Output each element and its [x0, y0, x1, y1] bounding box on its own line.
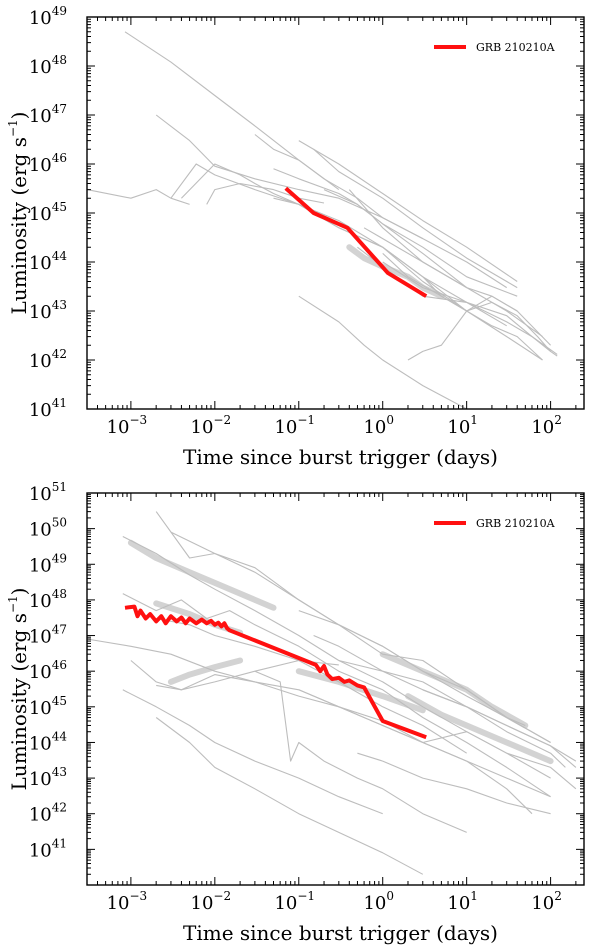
bottom-panel-y-tick-label: 1047: [29, 623, 67, 648]
bottom-panel-y-tick-label: 1042: [29, 801, 67, 826]
top-panel-background-curve-9: [273, 168, 468, 289]
top-panel-x-tick-label: 10−3: [107, 413, 148, 438]
top-panel-y-tick-label: 1044: [29, 249, 68, 274]
top-panel-background-curve-2: [155, 114, 507, 289]
top-panel-highlight-line: [284, 186, 428, 298]
bottom-panel-background-curve-8: [122, 689, 383, 815]
bottom-panel-background-curve-3: [122, 593, 551, 798]
top-panel-y-tick-label: 1041: [29, 396, 67, 421]
bottom-panel-y-axis-title: Luminosity (erg s−1): [6, 588, 31, 791]
bottom-panel-highlight-curve: [124, 604, 427, 740]
bottom-panel-tick-labels: 10−3 10−2 10−1 100 101 102 1041 1042 1043 1044 104…: [29, 480, 562, 914]
bottom-panel-background-curve-14: [298, 610, 551, 743]
bottom-panel-y-tick-label: 1045: [29, 694, 67, 719]
bottom-panel-y-tick-label: 1041: [29, 836, 67, 861]
top-panel-legend: GRB 210210A: [434, 41, 556, 54]
bottom-panel-x-tick-label: 10−1: [274, 889, 315, 914]
top-panel-background-curve-17: [357, 246, 558, 355]
bottom-panel-y-tick-label: 1043: [29, 765, 67, 790]
bottom-panel-x-tick-label: 10−3: [107, 889, 148, 914]
bottom-panel-background-curve-13: [313, 634, 566, 768]
bottom-panel-background-curve-12: [338, 659, 577, 768]
top-panel-background-curve-19: [363, 227, 551, 346]
bottom-panel-legend: GRB 210210A: [434, 517, 556, 530]
top-panel-y-tick-label: 1043: [29, 298, 67, 323]
bottom-panel-background-curve-16: [357, 752, 551, 815]
top-panel-background-curve-13: [422, 276, 558, 357]
top-panel: 10−3 10−2 10−1 100 101 102 1041 1042 1043 1044 104…: [6, 4, 585, 469]
top-panel-y-tick-label: 1042: [29, 347, 67, 372]
bottom-panel-plot-frame: [86, 492, 585, 886]
top-panel-y-tick-label: 1047: [29, 102, 67, 127]
bottom-panel-ticks: [86, 492, 584, 886]
bottom-panel-x-tick-label: 102: [531, 889, 562, 914]
top-panel-background-curve-5: [206, 182, 325, 205]
bottom-panel-y-tick-label: 1048: [29, 587, 67, 612]
top-panel-background-curve-6: [254, 134, 424, 240]
bottom-panel-dense-curve-4: [379, 651, 529, 729]
bottom-panel-y-tick-label: 1050: [29, 516, 67, 541]
top-panel-ticks: [86, 16, 584, 410]
bottom-panel-background-curve-11: [298, 689, 577, 790]
top-panel-x-tick-label: 10−1: [274, 413, 315, 438]
bottom-panel-x-tick-label: 10−2: [191, 889, 232, 914]
top-panel-y-tick-label: 1048: [29, 53, 67, 78]
bottom-panel-highlight-line: [124, 604, 427, 740]
top-panel-x-tick-label: 102: [531, 413, 562, 438]
top-panel-background-curve-10: [323, 189, 518, 297]
bottom-panel: 10−3 10−2 10−1 100 101 102 1041 1042 1043 1044 104…: [6, 480, 585, 945]
bottom-panel-y-tick-label: 1051: [29, 480, 67, 505]
top-panel-background-curve-8: [313, 148, 518, 289]
top-panel-plot-frame: [86, 16, 585, 410]
top-panel-background-curve-7: [298, 140, 518, 282]
bottom-panel-background-curve-6: [130, 659, 339, 691]
bottom-panel-legend-label: GRB 210210A: [476, 517, 556, 530]
bottom-panel-background-curve-9: [155, 717, 424, 875]
top-panel-legend-label: GRB 210210A: [476, 41, 556, 54]
top-panel-y-tick-label: 1049: [29, 4, 67, 29]
top-panel-tick-labels: 10−3 10−2 10−1 100 101 102 1041 1042 1043 1044 104…: [29, 4, 562, 438]
bottom-panel-y-tick-label: 1046: [29, 658, 67, 683]
bottom-panel-y-tick-label: 1049: [29, 551, 67, 576]
top-panel-highlight-curve: [284, 186, 428, 298]
bottom-panel-background-curve-10: [254, 670, 467, 833]
top-panel-x-tick-label: 10−2: [191, 413, 232, 438]
bottom-panel-background-curve-5: [86, 638, 533, 815]
top-panel-background-curve-14: [298, 295, 467, 410]
bottom-panel-dense-curve-5: [405, 693, 554, 765]
bottom-panel-background-curve-2: [170, 531, 526, 727]
bottom-panel-dense-curve-0: [127, 539, 277, 611]
top-panel-y-tick-label: 1046: [29, 151, 67, 176]
bottom-panel-dense-curve-2: [167, 657, 244, 685]
bottom-panel-background-curves: [86, 511, 577, 875]
top-panel-background-curve-15: [407, 295, 518, 361]
bottom-panel-x-tick-label: 100: [363, 889, 394, 914]
top-panel-background-curves: [86, 31, 558, 410]
top-panel-x-tick-label: 101: [447, 413, 478, 438]
top-panel-y-tick-label: 1045: [29, 200, 67, 225]
top-panel-background-curve-1: [86, 189, 190, 205]
top-panel-y-axis-title: Luminosity (erg s−1): [6, 112, 31, 315]
bottom-panel-y-tick-label: 1044: [29, 729, 68, 754]
bottom-panel-background-curve-15: [422, 689, 577, 762]
top-panel-x-axis-title: Time since burst trigger (days): [183, 445, 498, 469]
bottom-panel-x-tick-label: 101: [447, 889, 478, 914]
top-panel-x-tick-label: 100: [363, 413, 394, 438]
bottom-panel-x-axis-title: Time since burst trigger (days): [183, 921, 498, 945]
